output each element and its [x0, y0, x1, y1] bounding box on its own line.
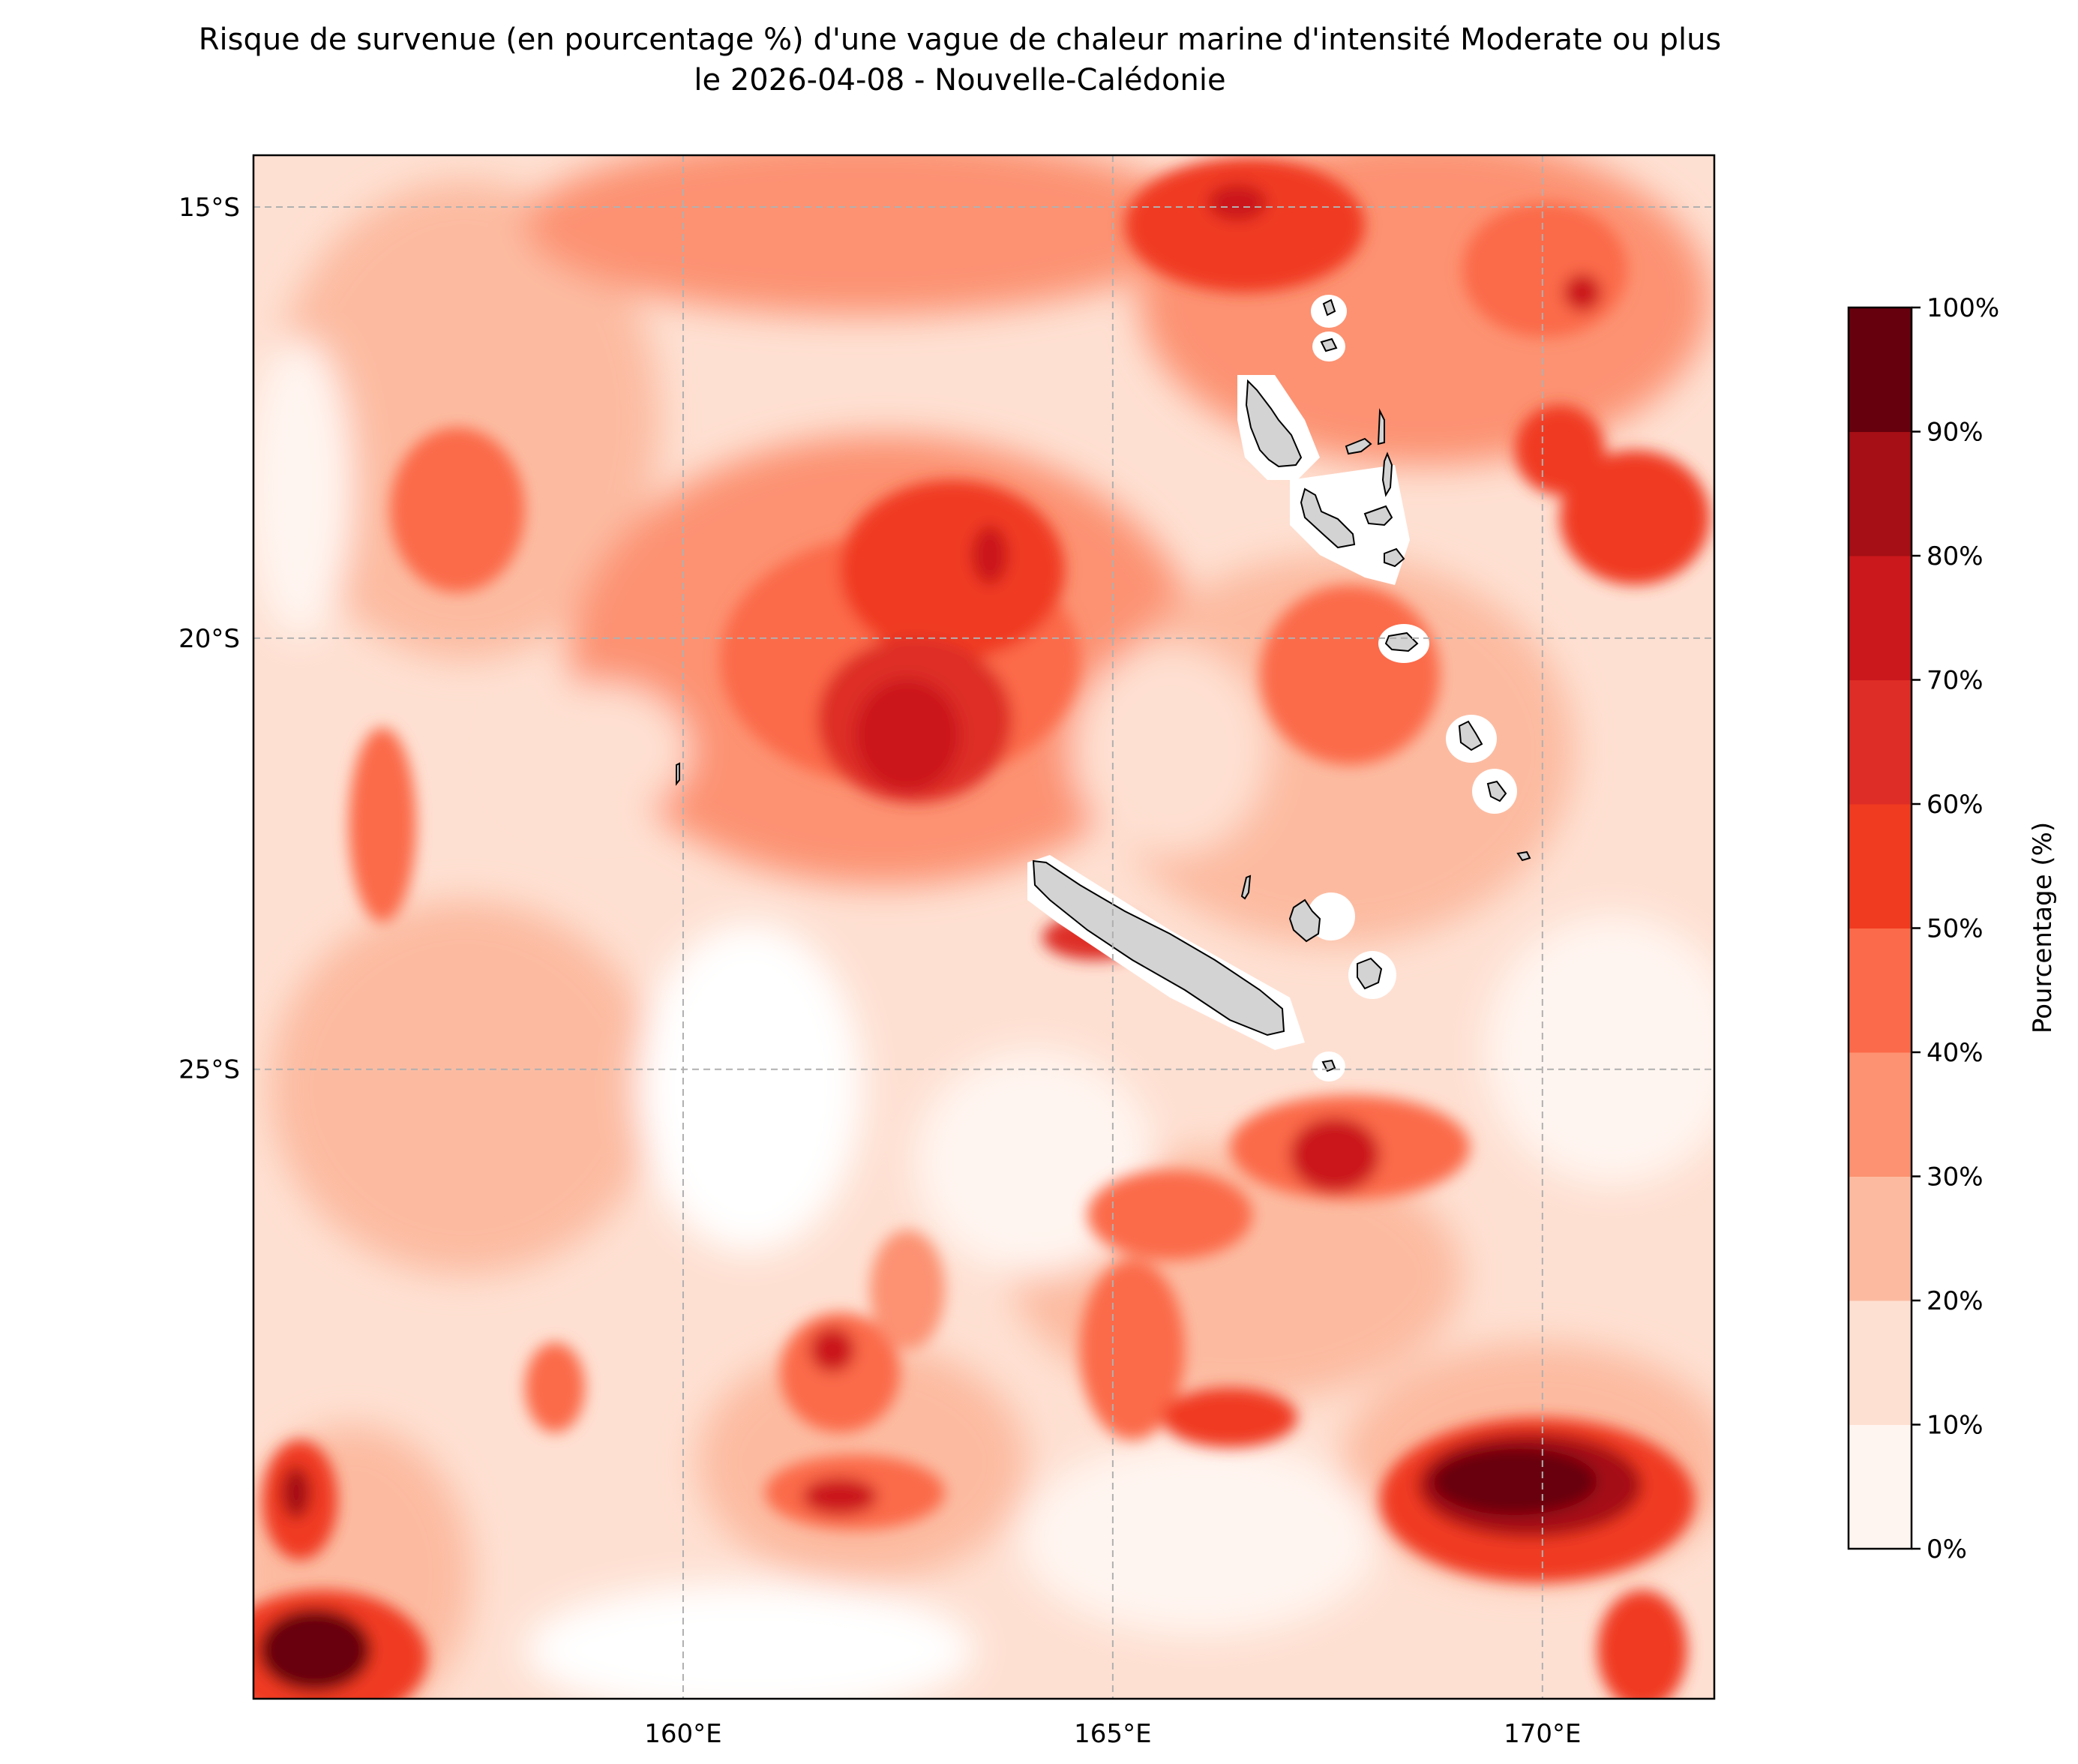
matthew-island [1516, 850, 1531, 862]
colorbar-tick-label: 20% [1927, 1286, 1984, 1316]
ouvea-island [1240, 874, 1252, 900]
epi-island [1363, 505, 1393, 526]
colorbar-tick-label: 0% [1927, 1534, 1967, 1564]
colorbar-band [1849, 556, 1912, 680]
torres-islands [1322, 298, 1336, 316]
colorbar-tick-label: 100% [1927, 293, 1999, 323]
colorbar-tick-label: 80% [1927, 542, 1984, 572]
pentecost-island [1381, 452, 1393, 497]
colorbar-tick-label: 10% [1927, 1411, 1984, 1441]
mare-island [1357, 957, 1383, 990]
y-tick-label: 15°S [178, 193, 240, 223]
colorbar-tick-label: 40% [1927, 1038, 1984, 1068]
x-tick-label: 165°E [1074, 1719, 1151, 1749]
y-axis-ticks: 15°S 20°S 25°S [178, 193, 240, 1085]
x-axis-ticks: 160°E 165°E 170°E [644, 1719, 1581, 1749]
map-frame [252, 154, 1716, 1700]
colorbar-band [1849, 308, 1912, 432]
heatmap-field [253, 155, 1714, 1699]
banks-islands [1320, 338, 1338, 352]
y-tick-label: 20°S [178, 624, 240, 654]
colorbar: 0% 10% 20% 30% 40% 50% 60% 70% 80% 90% 100% Pource… [1847, 293, 2058, 1564]
y-tick-label: 25°S [178, 1055, 240, 1085]
colorbar-tick-label: 30% [1927, 1162, 1984, 1192]
maewo-island [1377, 408, 1385, 446]
colorbar-band [1849, 928, 1912, 1053]
colorbar-tick-label: 60% [1927, 790, 1984, 820]
map-title-line1: Risque de survenue (en pourcentage %) d'… [198, 22, 1722, 57]
efate-island [1384, 548, 1405, 568]
colorbar-tick-label: 90% [1927, 418, 1984, 448]
x-tick-label: 170°E [1504, 1719, 1581, 1749]
x-tick-label: 160°E [644, 1719, 721, 1749]
tanna-island [1458, 720, 1483, 752]
colorbar-band [1849, 680, 1912, 805]
ambae-island [1345, 437, 1372, 455]
lifou-island [1288, 898, 1321, 943]
ile-des-pins-island [1321, 1059, 1336, 1072]
land-masses [676, 295, 1531, 1082]
colorbar-band [1849, 1176, 1912, 1301]
graticule [253, 155, 1714, 1699]
chesterfield-islands [676, 762, 680, 786]
colorbar-band [1849, 804, 1912, 928]
colorbar-band [1849, 431, 1912, 556]
espiritu-santo-island [1245, 379, 1303, 468]
map-title-line2: le 2026-04-08 - Nouvelle-Calédonie [694, 63, 1226, 98]
colorbar-band [1849, 1300, 1912, 1425]
colorbar-label: Pourcentage (%) [2028, 822, 2058, 1034]
colorbar-tick-label: 70% [1927, 666, 1984, 696]
colorbar-tick-label: 50% [1927, 914, 1984, 944]
malekula-island [1300, 488, 1356, 549]
colorbar-band [1849, 1424, 1912, 1550]
colorbar-band [1849, 1052, 1912, 1177]
grande-terre-island [1032, 860, 1285, 1036]
aneityum-island [1486, 780, 1507, 802]
